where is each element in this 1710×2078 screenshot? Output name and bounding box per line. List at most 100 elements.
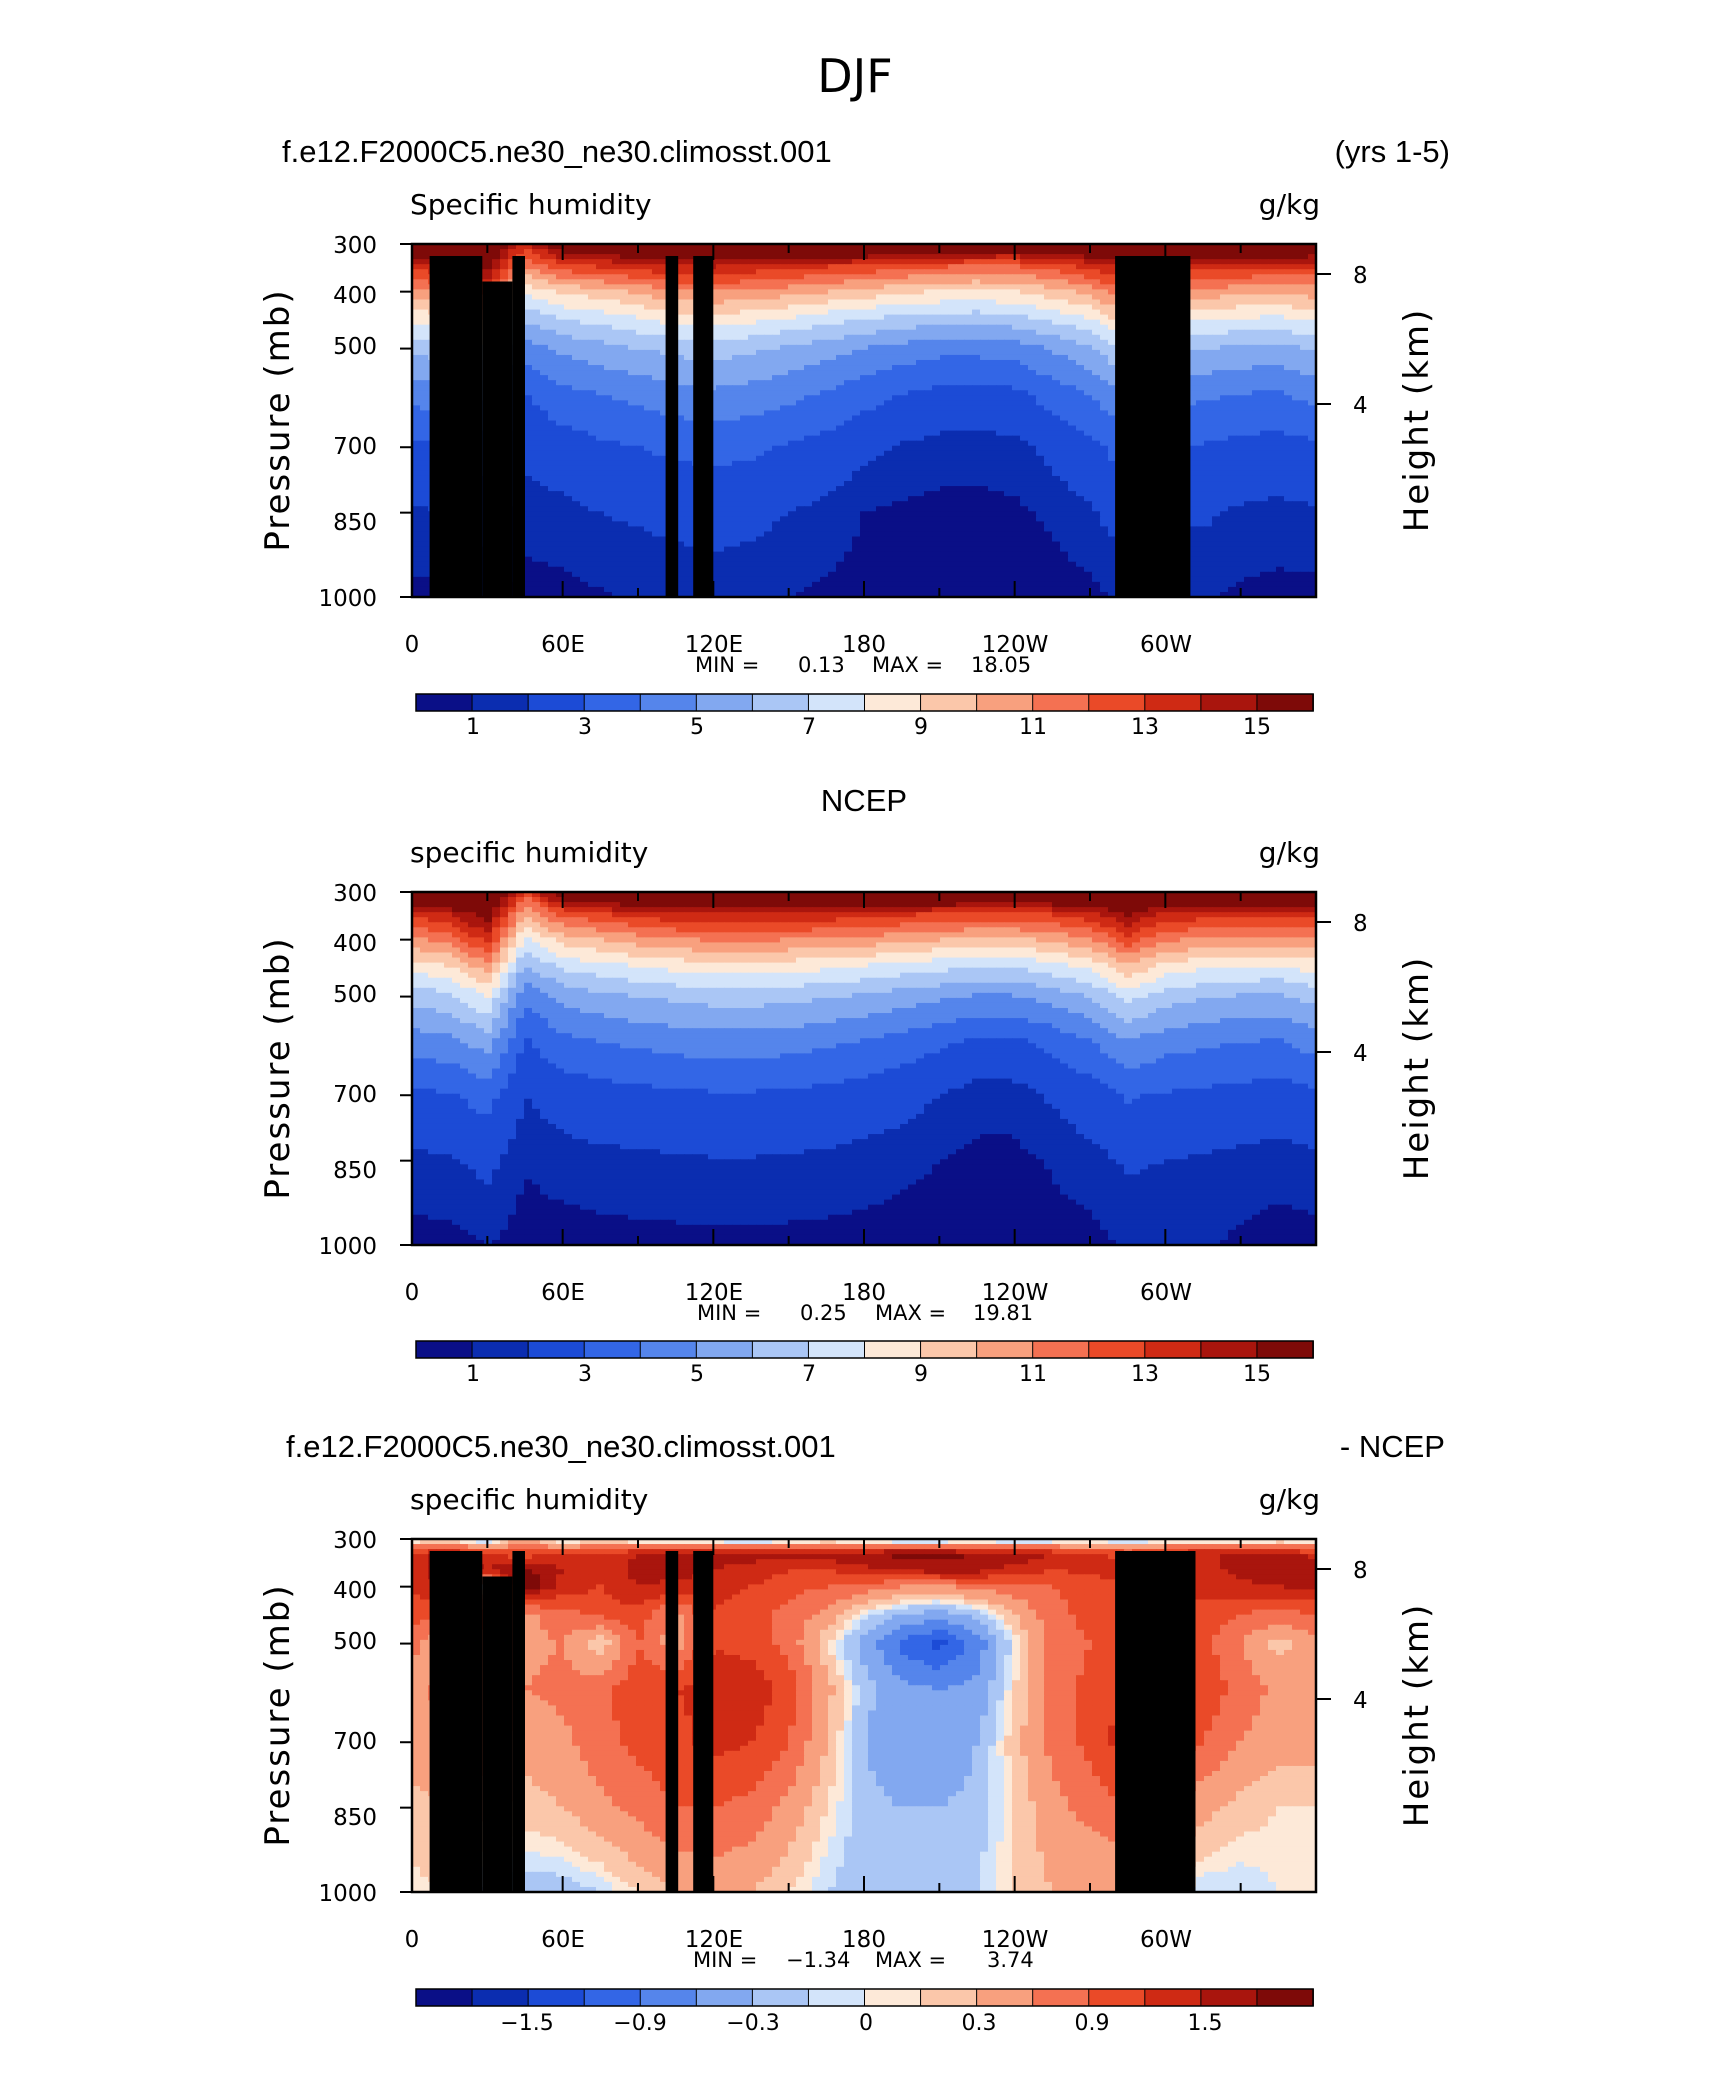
contour-cell (796, 329, 805, 336)
contour-cell (732, 349, 741, 356)
contour-cell (860, 284, 869, 290)
contour-cell (620, 259, 629, 265)
contour-cell (716, 284, 725, 290)
contour-cell (828, 354, 837, 361)
contour-cell (1028, 370, 1037, 376)
contour-cell (772, 274, 781, 280)
contour-cell (1076, 354, 1085, 361)
contour-cell (844, 254, 853, 260)
contour-cell (900, 244, 909, 250)
contour-cell (1036, 375, 1045, 381)
contour-cell (756, 259, 765, 265)
contour-cell (660, 410, 669, 417)
contour-cell (1196, 385, 1205, 391)
contour-cell (1292, 304, 1301, 311)
contour-cell (1300, 274, 1309, 280)
contour-cell (1308, 440, 1316, 447)
contour-cell (676, 405, 685, 412)
contour-cell (1068, 254, 1077, 260)
contour-cell (660, 249, 669, 255)
contour-cell (796, 249, 805, 255)
contour-cell (1084, 324, 1093, 331)
contour-cell (556, 410, 565, 417)
contour-cell (676, 440, 685, 447)
contour-cell (1060, 365, 1069, 371)
contour-cell (1036, 430, 1045, 437)
contour-cell (876, 405, 885, 412)
contour-cell (724, 304, 733, 311)
contour-cell (956, 425, 965, 432)
contour-cell (1020, 254, 1029, 260)
contour-cell (596, 430, 605, 437)
contour-cell (412, 324, 421, 331)
contour-cell (900, 329, 909, 336)
contour-cell (764, 450, 773, 457)
contour-cell (1308, 329, 1316, 336)
contour-cell (1036, 415, 1045, 422)
contour-cell (828, 380, 837, 386)
contour-cell (980, 339, 989, 346)
contour-cell (828, 274, 837, 280)
contour-cell (644, 264, 653, 270)
contour-cell (588, 415, 597, 422)
contour-cell (1188, 249, 1197, 255)
contour-cell (1220, 405, 1229, 412)
contour-cell (1068, 415, 1077, 422)
contour-cell (1284, 415, 1293, 422)
contour-cell (1276, 430, 1285, 437)
contour-cell (604, 375, 613, 381)
contour-cell (1020, 279, 1029, 285)
contour-cell (924, 450, 933, 457)
contour-cell (1196, 455, 1205, 462)
contour-cell (636, 415, 645, 422)
contour-cell (1092, 430, 1101, 437)
contour-cell (796, 380, 805, 386)
contour-cell (908, 425, 917, 432)
contour-cell (620, 390, 629, 396)
contour-cell (780, 450, 789, 457)
contour-cell (812, 425, 821, 432)
contour-cell (1012, 274, 1021, 280)
contour-cell (916, 264, 925, 270)
contour-cell (644, 329, 653, 336)
contour-cell (1036, 435, 1045, 442)
contour-cell (412, 410, 421, 417)
contour-cell (1004, 254, 1013, 260)
contour-cell (796, 450, 805, 457)
contour-cell (1300, 339, 1309, 346)
contour-cell (1188, 334, 1197, 341)
contour-cell (756, 244, 765, 250)
contour-cell (1292, 359, 1301, 366)
contour-cell (716, 274, 725, 280)
contour-cell (1188, 339, 1197, 346)
contour-cell (1236, 370, 1245, 376)
contour-cell (628, 349, 637, 356)
contour-cell (772, 349, 781, 356)
contour-cell (532, 244, 541, 250)
contour-cell (636, 319, 645, 326)
contour-cell (956, 370, 965, 376)
contour-cell (964, 294, 973, 301)
contour-cell (964, 324, 973, 331)
contour-cell (596, 259, 605, 265)
contour-cell (916, 244, 925, 250)
contour-cell (1284, 420, 1293, 427)
contour-cell (1244, 455, 1253, 462)
contour-cell (820, 410, 829, 417)
contour-cell (1092, 319, 1101, 326)
contour-cell (908, 354, 917, 361)
contour-cell (588, 420, 597, 427)
contour-cell (548, 324, 557, 331)
contour-cell (748, 244, 757, 250)
contour-cell (988, 254, 997, 260)
contour-cell (1044, 279, 1053, 285)
contour-cell (676, 385, 685, 391)
contour-cell (948, 314, 957, 321)
contour-cell (1084, 415, 1093, 422)
contour-cell (420, 455, 429, 462)
contour-cell (596, 445, 605, 452)
contour-cell (1108, 289, 1117, 296)
contour-cell (1236, 314, 1245, 321)
contour-cell (820, 450, 829, 457)
contour-cell (1020, 390, 1029, 396)
